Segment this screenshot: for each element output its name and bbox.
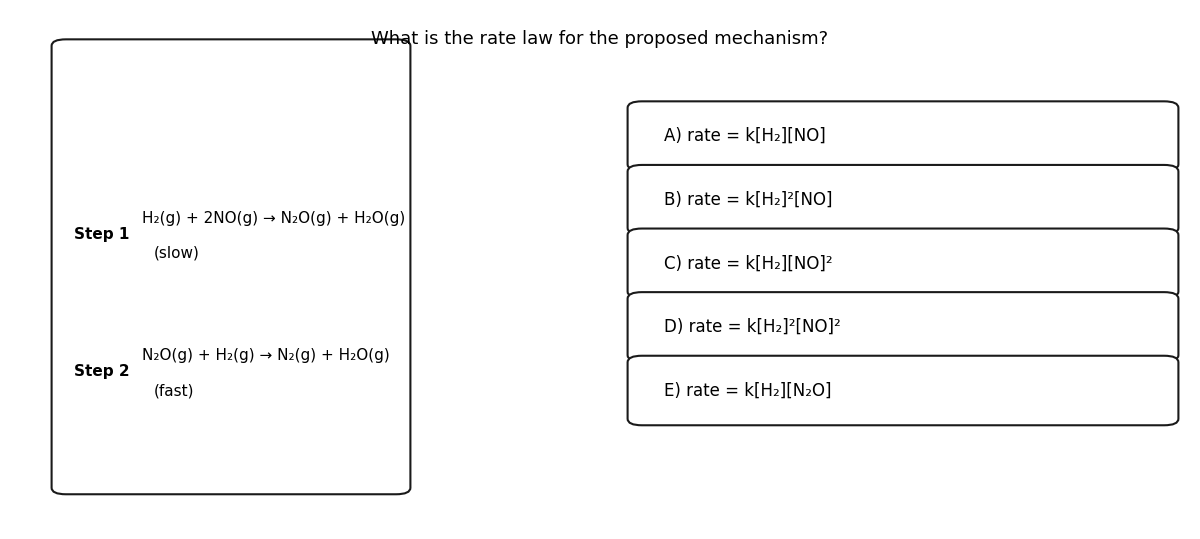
Text: H₂(g) + 2NO(g) → N₂O(g) + H₂O(g): H₂(g) + 2NO(g) → N₂O(g) + H₂O(g) [142, 211, 404, 226]
Text: D) rate = k[H₂]²[NO]²: D) rate = k[H₂]²[NO]² [664, 318, 840, 336]
Text: B) rate = k[H₂]²[NO]: B) rate = k[H₂]²[NO] [664, 191, 832, 209]
Text: N₂O(g) + H₂(g) → N₂(g) + H₂O(g): N₂O(g) + H₂(g) → N₂(g) + H₂O(g) [142, 348, 389, 363]
FancyBboxPatch shape [628, 165, 1178, 234]
Text: A) rate = k[H₂][NO]: A) rate = k[H₂][NO] [664, 127, 826, 145]
Text: Step 2: Step 2 [74, 364, 130, 379]
FancyBboxPatch shape [628, 229, 1178, 298]
FancyBboxPatch shape [52, 39, 410, 494]
Text: (fast): (fast) [154, 383, 194, 398]
FancyBboxPatch shape [628, 356, 1178, 425]
FancyBboxPatch shape [628, 101, 1178, 171]
Text: C) rate = k[H₂][NO]²: C) rate = k[H₂][NO]² [664, 254, 833, 272]
Text: Step 1: Step 1 [74, 227, 130, 242]
Text: (slow): (slow) [154, 246, 199, 261]
Text: What is the rate law for the proposed mechanism?: What is the rate law for the proposed me… [372, 30, 828, 47]
Text: E) rate = k[H₂][N₂O]: E) rate = k[H₂][N₂O] [664, 382, 832, 399]
FancyBboxPatch shape [628, 292, 1178, 362]
